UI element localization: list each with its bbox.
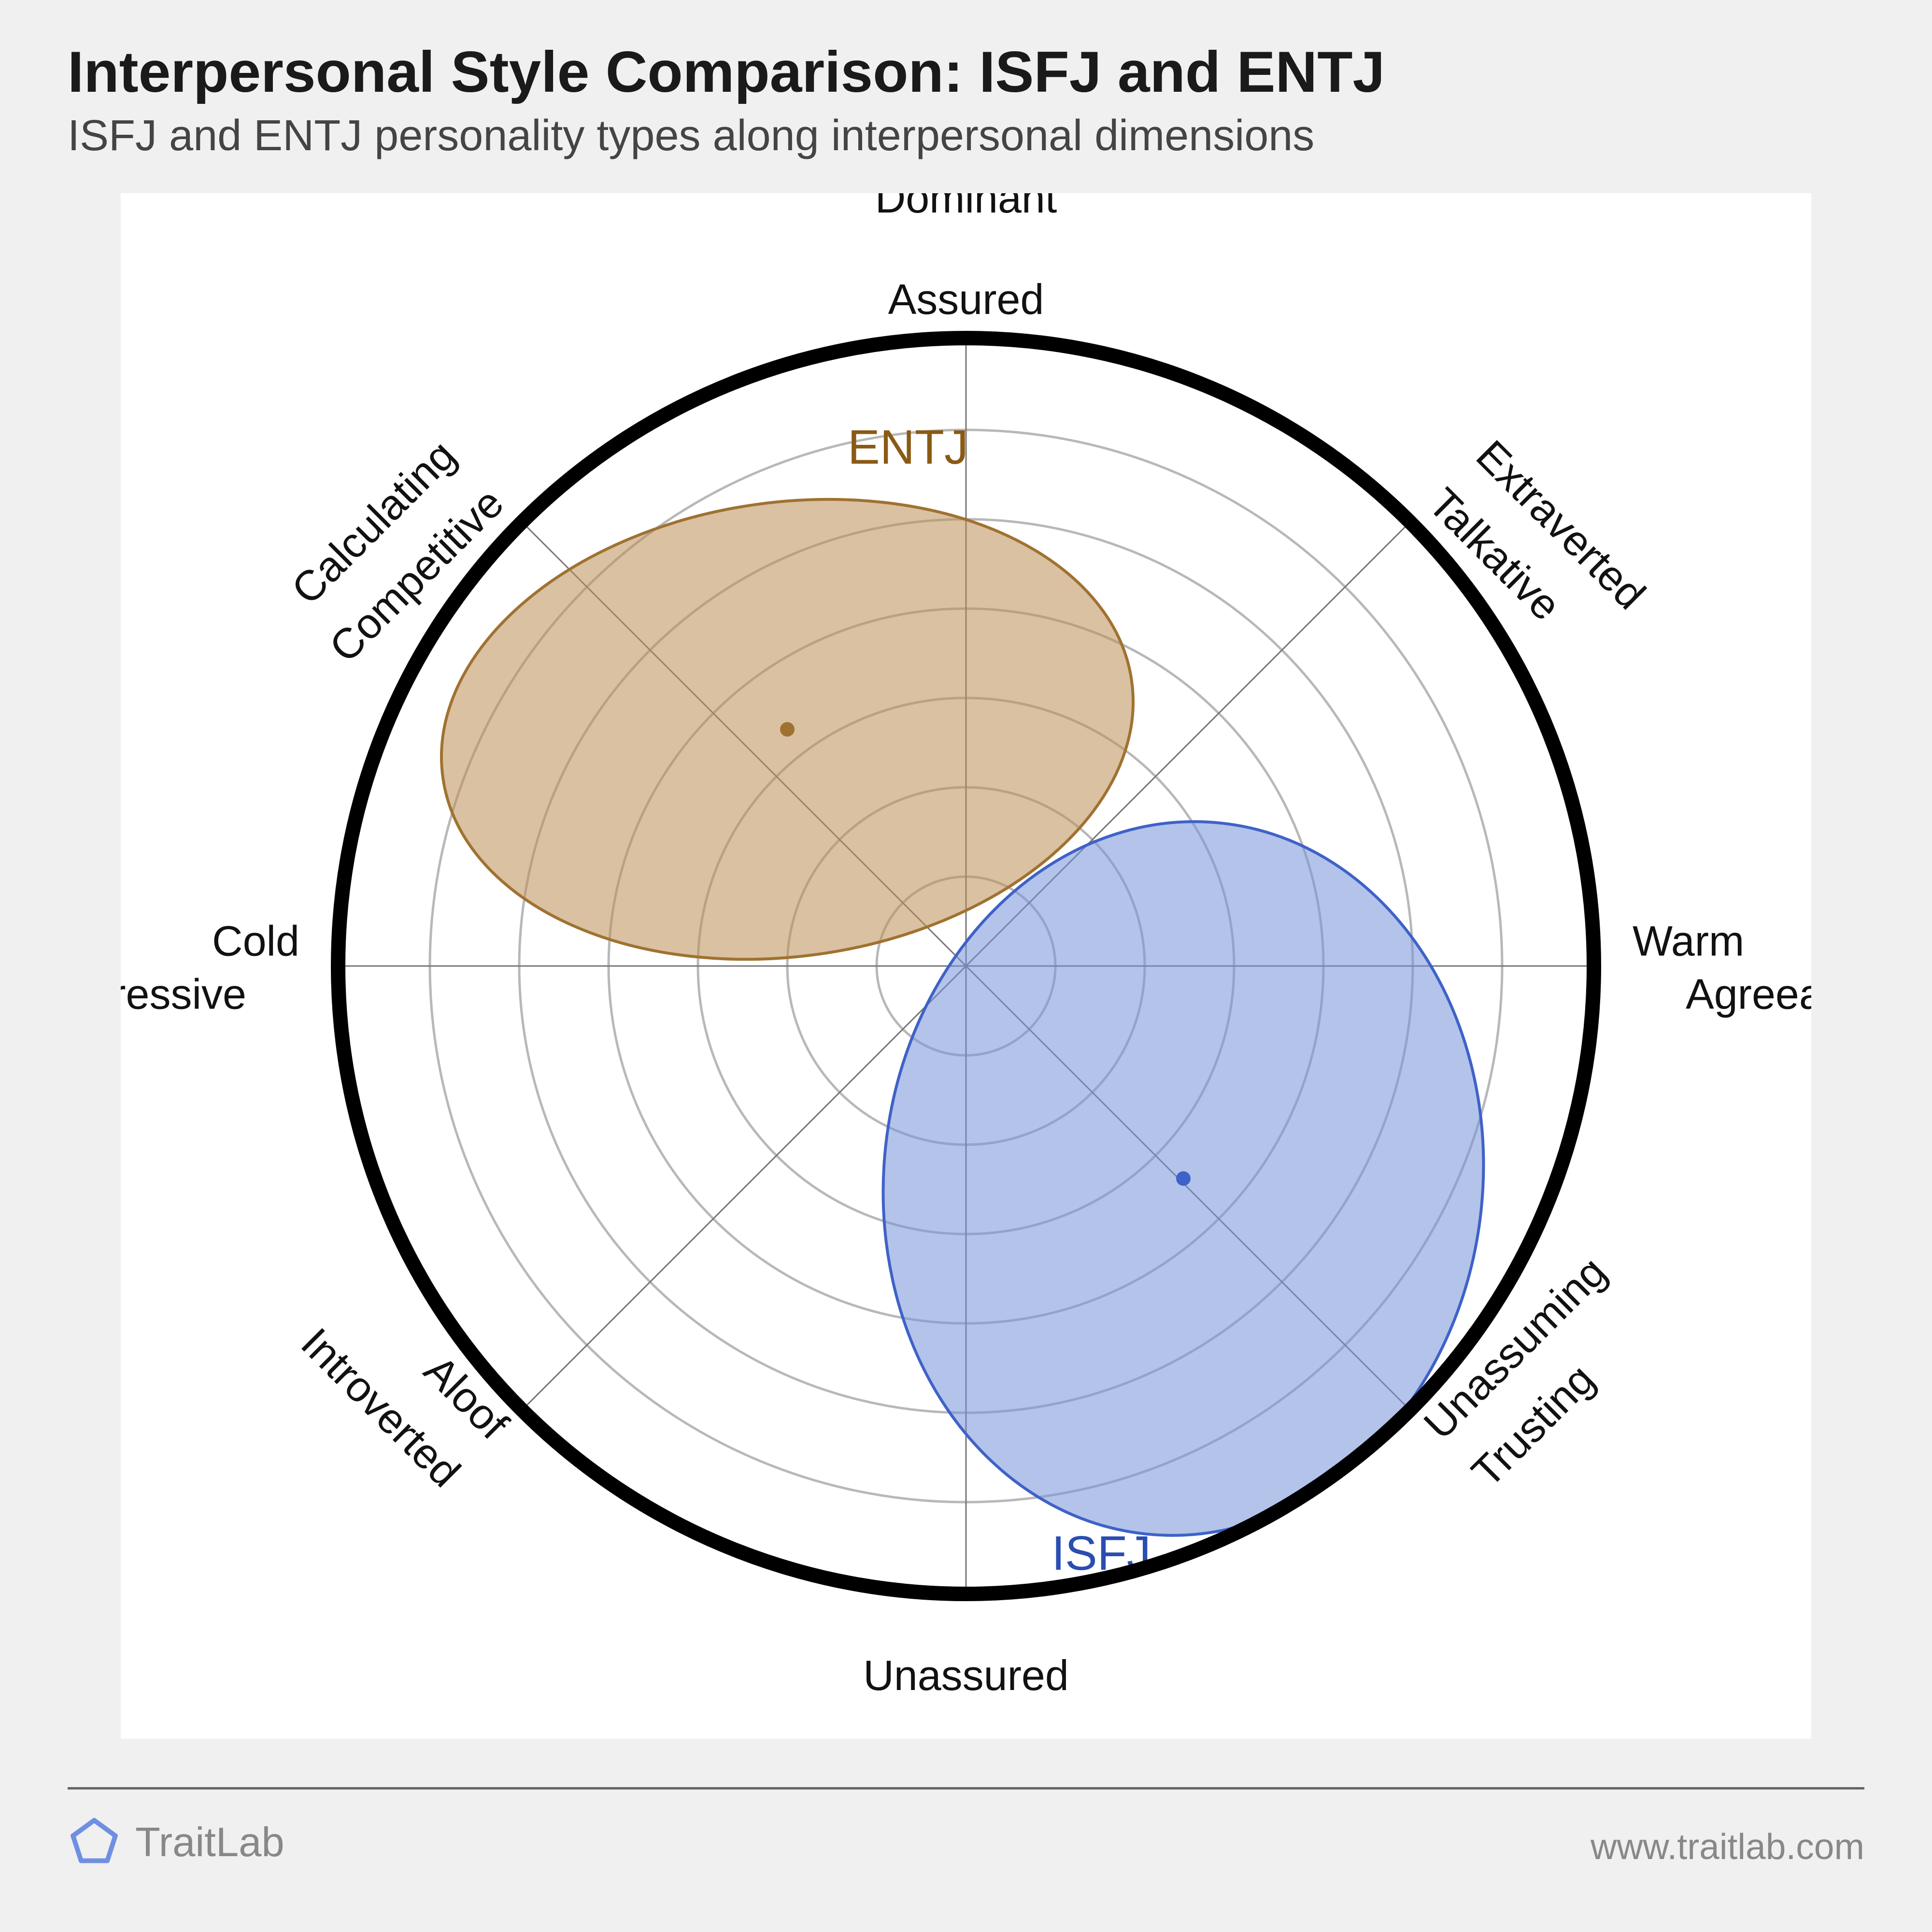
centroid-entj: [780, 722, 795, 737]
axis-label: Warm: [1633, 917, 1744, 965]
axis-label: Unassured: [863, 1651, 1069, 1699]
axis-label: Dominant: [875, 193, 1057, 222]
chart-area: ENTJISFJAssuredDominantTalkativeExtraver…: [121, 193, 1811, 1739]
axis-label: Cold: [212, 917, 299, 965]
page: Interpersonal Style Comparison: ISFJ and…: [0, 0, 1932, 1932]
brand: TraitLab: [68, 1816, 284, 1869]
axis-label: Agreeable: [1686, 970, 1811, 1018]
ellipse-label-entj: ENTJ: [848, 420, 968, 474]
footer-divider: [68, 1787, 1864, 1790]
circumplex-chart: ENTJISFJAssuredDominantTalkativeExtraver…: [121, 193, 1811, 1739]
pentagon-logo-icon: [68, 1816, 121, 1869]
source-url: www.traitlab.com: [1591, 1826, 1864, 1867]
chart-title: Interpersonal Style Comparison: ISFJ and…: [68, 39, 1385, 105]
centroid-isfj: [1176, 1171, 1191, 1186]
axis-label: Assured: [888, 275, 1044, 323]
chart-subtitle: ISFJ and ENTJ personality types along in…: [68, 111, 1314, 161]
brand-name: TraitLab: [135, 1819, 284, 1866]
axis-label: Aggressive: [121, 970, 246, 1018]
